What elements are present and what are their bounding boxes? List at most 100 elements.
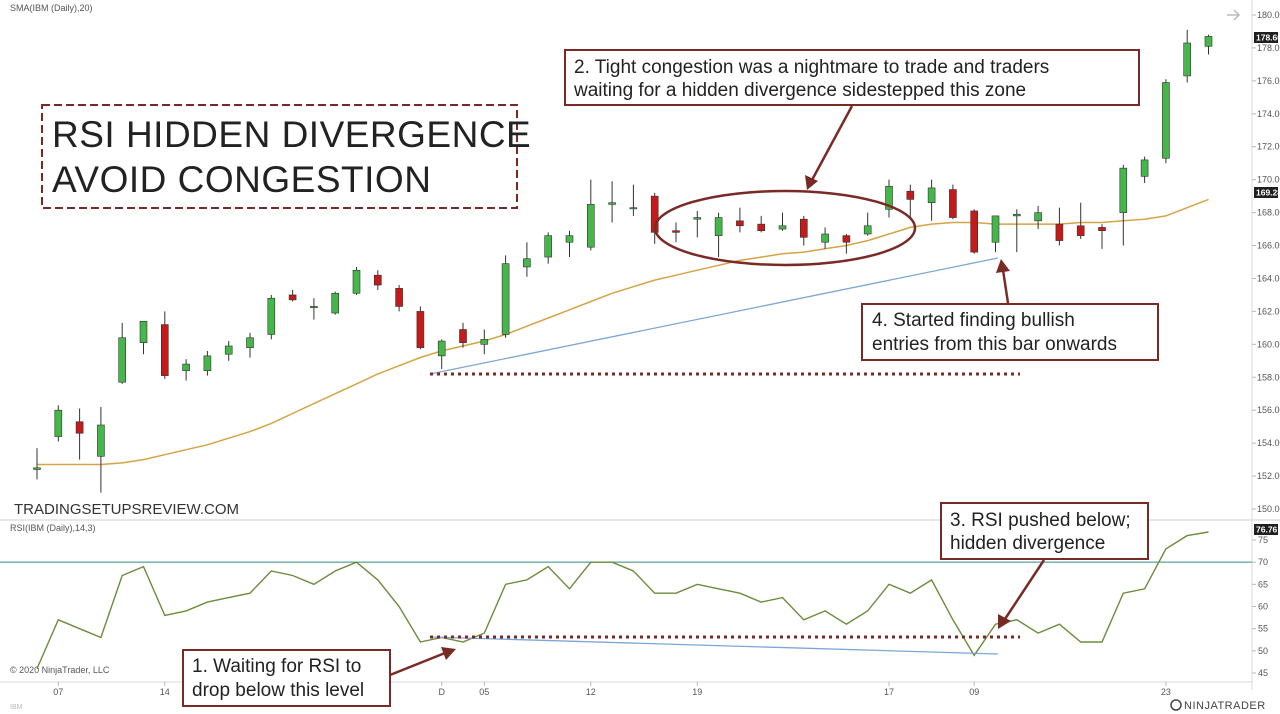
brand-name: NINJATRADER [1184,700,1266,712]
annotation-3-arrow [998,559,1046,629]
chart-subtitle: AVOID CONGESTION [52,159,431,200]
candle [1034,206,1042,230]
time-tick-label: 09 [969,687,979,697]
annotation-4-line-2: entries from this bar onwards [872,334,1117,355]
rsi-tick-label: 60 [1258,602,1268,612]
candle-body [991,215,1000,243]
candle [799,215,808,246]
candle-body [757,223,766,232]
candle-body [75,421,84,434]
candle-body [267,297,276,335]
price-tick-label: 152.00 [1257,471,1280,481]
candle-body [629,207,638,210]
candle [821,227,829,249]
candle [842,234,851,254]
candle [139,320,148,355]
candle-body [437,340,446,357]
annotation-3-line-2: hidden divergence [950,533,1105,554]
ninjatrader-logo: NINJATRADER [1170,699,1266,712]
candle [395,285,403,312]
candle [118,322,126,384]
price-tick-label: 180.00 [1257,10,1280,20]
candle-body [331,292,340,314]
candle-body [672,230,680,233]
price-tick-label: 154.00 [1257,438,1280,448]
sma-line [37,198,1209,466]
sma-indicator-label: SMA(IBM (Daily),20) [10,3,93,13]
candle [523,242,531,277]
time-tick-label: D [438,687,445,697]
candle [224,341,233,361]
candle-body [203,355,212,371]
candle [1162,79,1170,164]
rsi-axis-ticks: 45 50 55 60 65 70 75 [1252,535,1268,678]
candle-body [480,339,489,345]
candle [693,210,702,238]
rsi-trendline [429,636,999,655]
candle-body [927,187,936,204]
rsi-tick-label: 65 [1258,579,1268,589]
candle-body [97,424,105,457]
candle-body [33,467,41,470]
candle-body [799,218,808,238]
annotation-2-line-2: waiting for a hidden divergence sidestep… [573,80,1026,101]
rsi-tick-label: 50 [1258,646,1268,656]
time-tick-label: 17 [884,687,894,697]
candle-body [1162,82,1170,159]
congestion-ellipse [653,189,917,267]
candle-body [118,337,126,383]
candle-body [182,363,190,371]
candle [1055,207,1064,246]
candle-body [1076,225,1085,236]
rsi-line [36,531,1209,669]
price-tick-label: 168.00 [1257,208,1280,218]
sma-value-badge: 169.28 [1254,187,1280,198]
candle-body [459,329,467,343]
arrow-right-icon[interactable] [1227,9,1241,21]
candle [863,212,872,236]
price-trendline [429,257,999,375]
candle-body [1034,212,1042,222]
candle [927,179,936,221]
candle [161,311,169,379]
candle [331,291,340,315]
candle-body [523,258,531,268]
price-axis-ticks: 150.00 152.00 154.00 156.00 158.00 160.00 162.… [1252,10,1280,514]
candle-body [288,294,297,301]
candle [778,212,787,231]
ninjatrader-logo-icon [1170,699,1182,711]
price-tick-label: 170.00 [1257,175,1280,185]
candle [1204,34,1213,55]
candle-body [565,235,574,243]
candle [459,322,467,348]
candle-body [544,235,553,258]
copyright-text: © 2020 NinjaTrader, LLC [10,665,110,675]
annotation-3-line-1: 3. RSI pushed below; [950,510,1131,531]
rsi-indicator-label: RSI(IBM (Daily),14,3) [10,523,96,533]
annotation-1-line-2: drop below this level [192,680,364,701]
time-tick-label: 07 [53,687,63,697]
candle-body [139,320,148,343]
price-tick-label: 172.00 [1257,142,1280,152]
annotation-3: 3. RSI pushed below; hidden divergence [940,502,1149,560]
chart-title: RSI HIDDEN DIVERGENCE [52,114,531,155]
candle [565,230,574,258]
last-price-label: 178.66 [1256,33,1280,43]
candle-body [842,235,851,243]
annotation-1-line-1: 1. Waiting for RSI to [192,656,361,677]
candle [714,212,723,258]
time-tick-label: 14 [160,687,170,697]
candle [75,408,84,460]
candle-body [224,345,233,355]
rsi-value-label: 76.76 [1256,525,1278,535]
candle [757,215,766,233]
time-axis-ticks: 071421D051219170923 [53,682,1171,697]
candle [906,184,915,218]
price-tick-label: 164.00 [1257,273,1280,283]
candle-body [416,311,425,348]
watermark-text: TRADINGSETUPSREVIEW.COM [14,501,239,518]
rsi-tick-label: 75 [1258,535,1268,545]
rsi-tick-label: 55 [1258,624,1268,634]
candle [608,181,616,223]
